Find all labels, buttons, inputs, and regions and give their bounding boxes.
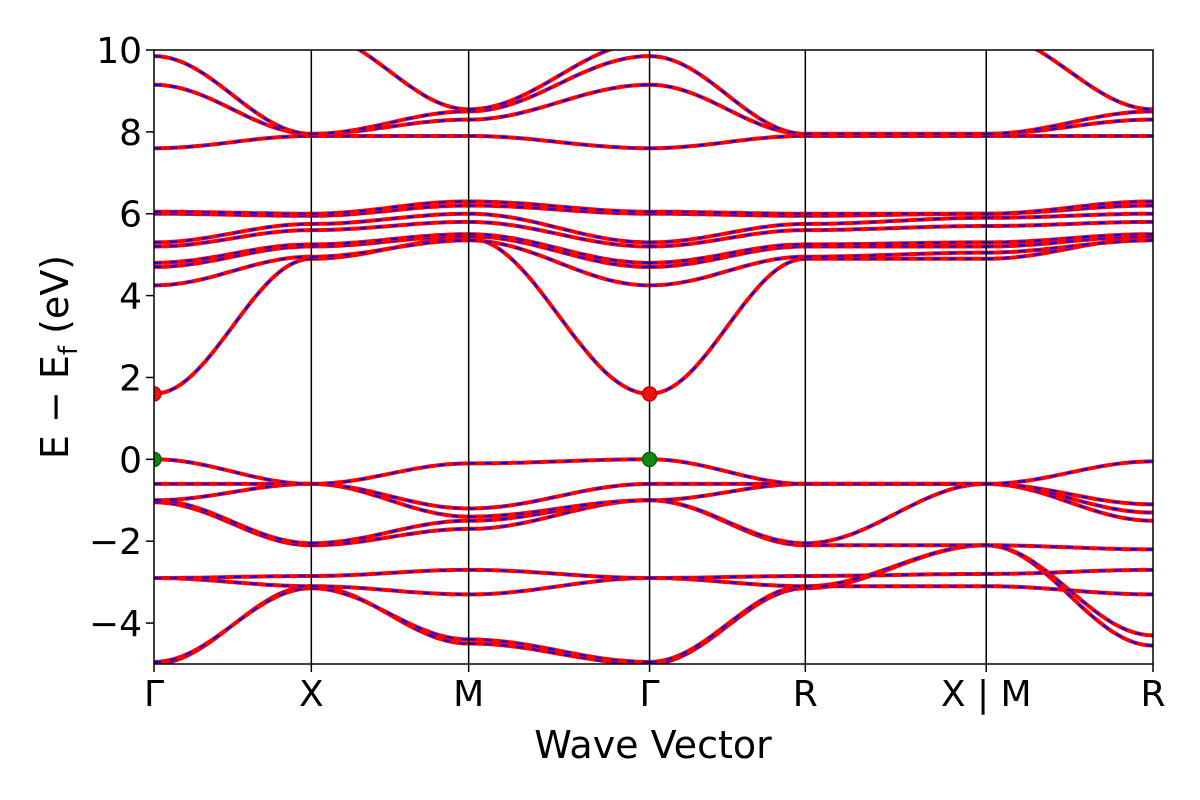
band-line (154, 134, 1153, 151)
bands-layer (154, 50, 1153, 664)
x-tick-label: M (453, 674, 484, 715)
band-edge-marker (641, 451, 658, 468)
band-line-dashed (154, 239, 1153, 287)
band-edge-markers (154, 386, 658, 468)
band-edge-marker (641, 386, 658, 402)
band-line (154, 211, 1153, 245)
band-line-dashed (154, 544, 1153, 663)
x-axis-title: Wave Vector (534, 723, 772, 767)
band-line (154, 54, 1153, 136)
band-line-dashed (154, 577, 1153, 596)
band-line-dashed (154, 83, 1153, 135)
y-tick-label: −4 (89, 604, 142, 645)
y-tick-label: 8 (119, 113, 142, 154)
x-tick-label: R (1140, 674, 1165, 715)
band-line-dashed (154, 482, 1153, 510)
x-tick-label: X (299, 674, 324, 715)
y-tick-label: 6 (119, 195, 142, 236)
x-tick-label: X | M (941, 674, 1032, 715)
y-tick-label: 2 (119, 358, 142, 399)
band-line (154, 82, 1153, 136)
plot-frame (153, 49, 1154, 665)
y-axis-title-unit: (eV) (33, 255, 77, 346)
y-axis-title: E − Ef (eV) (33, 255, 84, 459)
band-line (154, 481, 1153, 546)
band-line-dashed (154, 212, 1153, 244)
band-line (154, 232, 1153, 265)
high-symmetry-lines (310, 50, 987, 664)
band-line (154, 203, 1153, 218)
y-tick-label: 4 (119, 277, 142, 318)
band-edge-marker (154, 386, 162, 402)
band-edge-marker (154, 451, 162, 468)
band-line-dashed (154, 544, 1153, 664)
band-line (154, 567, 1153, 580)
band-line-dashed (154, 55, 1153, 135)
band-line (154, 481, 1153, 511)
band-line (154, 576, 1153, 597)
y-tick-label: −2 (89, 522, 142, 563)
y-axis-title-main: E − E (33, 355, 77, 459)
band-line-dashed (154, 482, 1153, 518)
band-line-dashed (154, 482, 1153, 545)
band-line (154, 457, 1153, 486)
y-tick-label: 0 (119, 440, 142, 481)
y-axis-ticks: −4 −2 0 2 4 6 8 10 (89, 31, 154, 645)
x-axis-ticks: Γ X M Γ R X | M R (144, 664, 1166, 715)
x-tick-label: Γ (144, 674, 164, 715)
band-line (154, 543, 1153, 664)
x-tick-label: R (793, 674, 818, 715)
band-line (154, 219, 1153, 249)
y-tick-label: 10 (96, 31, 142, 72)
x-tick-label: Γ (640, 674, 660, 715)
band-line (154, 234, 1153, 269)
band-line (154, 199, 1153, 216)
y-axis-title-sub: f (54, 345, 84, 355)
band-line (355, 50, 1153, 112)
band-line (154, 543, 1153, 664)
band-line-dashed (357, 50, 1153, 111)
